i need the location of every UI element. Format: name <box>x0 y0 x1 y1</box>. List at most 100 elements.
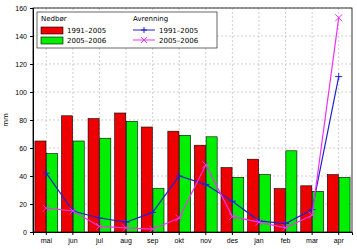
grid <box>33 8 352 232</box>
tick-label: sep <box>147 237 158 245</box>
bar <box>180 135 191 232</box>
legend-label: 2005–2006 <box>159 37 199 45</box>
marker <box>202 181 209 188</box>
legend-label: 2005–2006 <box>67 37 107 45</box>
tick-mark <box>99 232 100 235</box>
marker <box>123 224 130 231</box>
legend-swatch <box>41 37 63 44</box>
bar <box>73 141 84 232</box>
tick-label: 40 <box>19 173 27 180</box>
tick-mark <box>72 232 73 235</box>
tick-mark <box>30 64 33 65</box>
y-tick: 40 <box>19 173 33 180</box>
tick-mark <box>30 120 33 121</box>
plot-frame <box>33 8 352 232</box>
grid-line <box>33 120 352 121</box>
x-tick: mai <box>41 232 53 244</box>
y-tick: 20 <box>19 201 33 208</box>
x-tick: des <box>227 232 239 244</box>
grid-line <box>33 64 352 65</box>
marker <box>335 73 342 80</box>
marker <box>176 215 183 222</box>
x-tick: feb <box>281 232 291 244</box>
tick-mark <box>205 232 206 235</box>
legend-marker <box>141 37 147 43</box>
y-tick: 140 <box>15 33 33 40</box>
tick-mark <box>258 232 259 235</box>
bar <box>233 177 244 232</box>
y-tick: 80 <box>19 117 33 124</box>
x-tick: nov <box>200 232 212 244</box>
tick-mark <box>285 232 286 235</box>
bar <box>126 121 137 232</box>
bar <box>327 175 338 232</box>
tick-label: 160 <box>15 5 27 12</box>
x-tick: sep <box>147 232 158 245</box>
marker <box>96 215 103 222</box>
bar <box>339 177 350 232</box>
tick-mark <box>30 36 33 37</box>
tick-label: apr <box>334 237 345 245</box>
tick-label: 120 <box>15 61 27 68</box>
axis-line <box>34 233 353 236</box>
marker <box>335 14 342 21</box>
tick-mark <box>30 8 33 9</box>
legend-box <box>37 12 217 48</box>
marker <box>255 219 262 226</box>
x-tick: jun <box>67 232 77 245</box>
line <box>46 18 338 229</box>
tick-label: okt <box>175 237 184 244</box>
tick-mark <box>312 232 313 235</box>
bar <box>61 116 72 232</box>
marker <box>202 161 209 168</box>
marker <box>229 213 236 220</box>
tick-label: 80 <box>19 117 27 124</box>
tick-label: mar <box>306 237 319 244</box>
tick-label: jan <box>253 237 263 245</box>
tick-label: 60 <box>19 145 27 152</box>
tick-label: jun <box>67 237 77 245</box>
tick-label: mai <box>41 237 53 244</box>
y-tick: 0 <box>23 229 33 236</box>
grid-line <box>33 92 352 93</box>
y-tick: 100 <box>15 89 33 96</box>
tick-mark <box>30 92 33 93</box>
marker <box>176 173 183 180</box>
tick-mark <box>46 232 47 235</box>
legend-swatch <box>41 27 63 34</box>
x-axis: maijunjulaugsepoktnovdesjanfebmarapr <box>34 232 353 245</box>
marker <box>149 226 156 232</box>
plot: 020406080100120140160maijunjulaugsepoktn… <box>15 5 352 245</box>
bar <box>47 154 58 232</box>
marker <box>282 224 289 231</box>
marker <box>309 212 316 219</box>
legend-title: Nedbør <box>41 15 67 23</box>
legend-marker <box>141 27 147 33</box>
tick-label: 0 <box>23 229 27 236</box>
bar <box>35 141 46 232</box>
tick-label: 100 <box>15 89 27 96</box>
x-tick: apr <box>334 232 345 245</box>
y-label: mm <box>2 113 10 127</box>
tick-label: aug <box>120 237 132 245</box>
x-tick: jan <box>253 232 263 245</box>
marker <box>43 205 50 212</box>
line <box>46 77 338 224</box>
bar <box>168 131 179 232</box>
marker <box>149 209 156 216</box>
tick-mark <box>30 148 33 149</box>
legend-label: 1991–2005 <box>67 27 106 35</box>
tick-label: 140 <box>15 33 27 40</box>
marker <box>69 208 76 215</box>
bar <box>286 151 297 232</box>
tick-label: des <box>227 237 239 244</box>
y-tick: 120 <box>15 61 33 68</box>
marker <box>229 198 236 205</box>
legend-title: Avrenning <box>133 15 168 23</box>
tick-mark <box>179 232 180 235</box>
tick-label: 20 <box>19 201 27 208</box>
marker <box>43 170 50 177</box>
y-tick: 60 <box>19 145 33 152</box>
tick-mark <box>126 232 127 235</box>
legend-label: 1991–2005 <box>159 27 198 35</box>
